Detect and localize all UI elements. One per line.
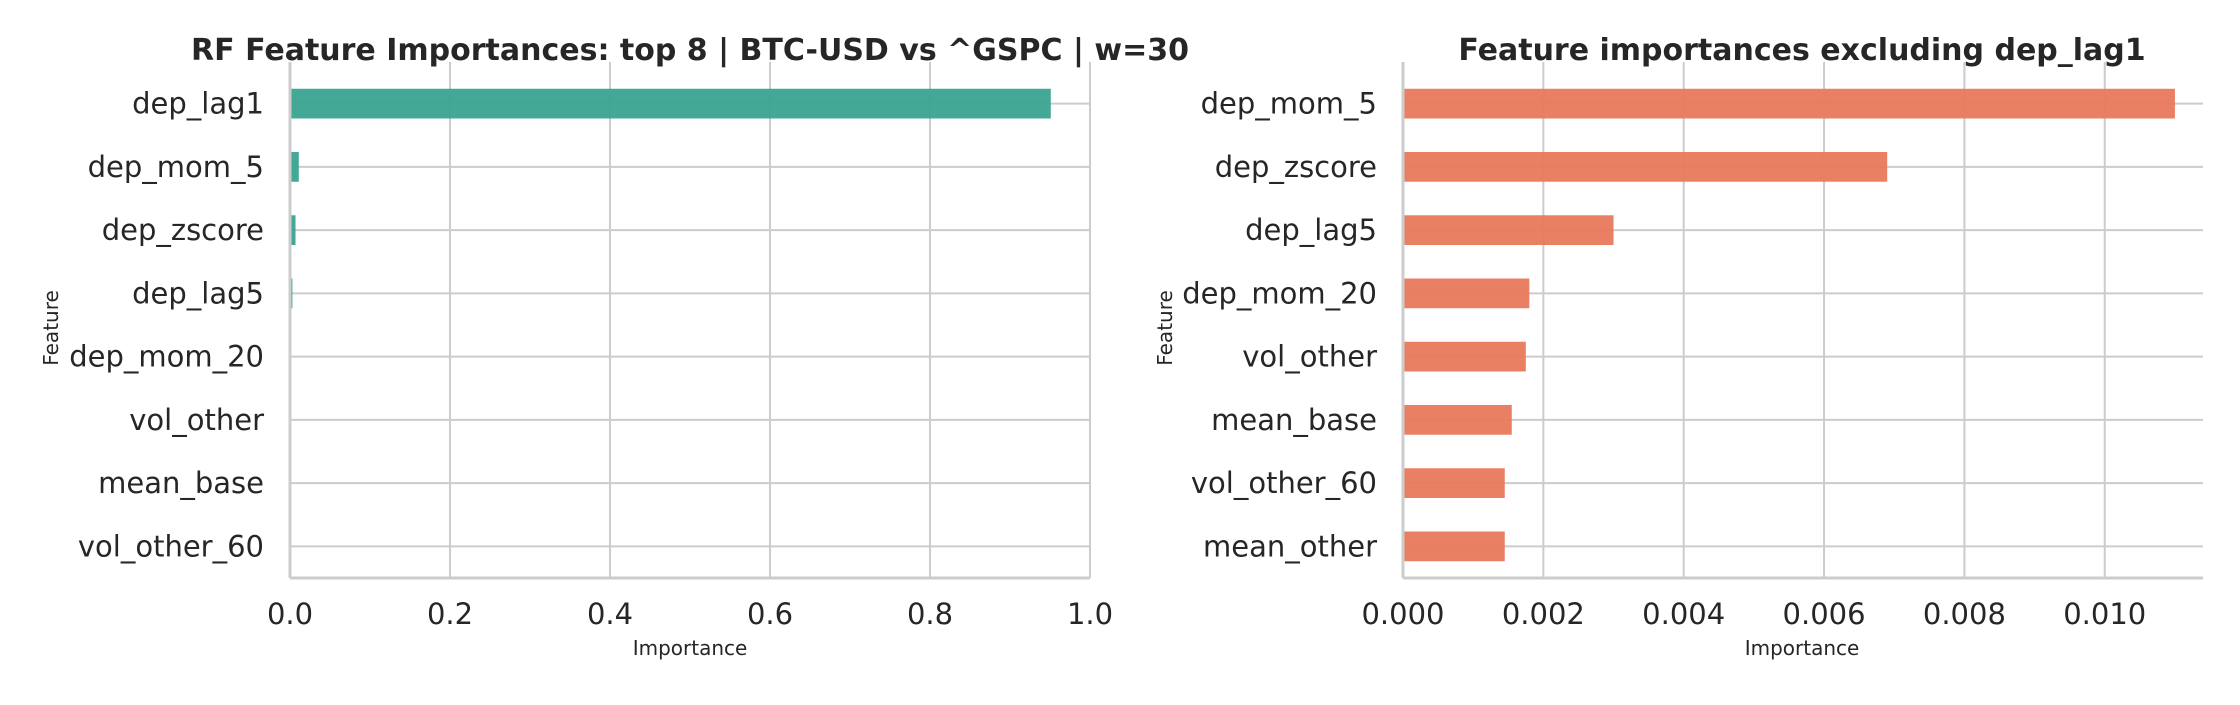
chart-panel-importances-excluding-lag1: Feature importances excluding dep_lag1 I… bbox=[1153, 33, 2203, 660]
y-tick-label: mean_base bbox=[98, 466, 264, 500]
bar bbox=[1403, 88, 2175, 119]
y-tick-label: dep_mom_5 bbox=[1201, 87, 1377, 121]
y-tick-label: vol_other_60 bbox=[1191, 466, 1377, 500]
x-tick-label: 0.6 bbox=[747, 597, 793, 631]
x-tick-label: 0.8 bbox=[907, 597, 953, 631]
x-tick-label: 0.006 bbox=[1783, 597, 1866, 631]
grid-lines bbox=[1402, 62, 2203, 578]
y-tick-label: dep_lag5 bbox=[132, 276, 264, 310]
bar bbox=[1403, 215, 1614, 245]
y-tick-label: dep_zscore bbox=[1215, 150, 1377, 184]
y-axis-label: Feature bbox=[1153, 290, 1177, 366]
y-tick-label: mean_base bbox=[1211, 403, 1377, 437]
x-axis-label: Importance bbox=[1745, 636, 1860, 660]
x-tick-label: 0.2 bbox=[427, 597, 473, 631]
x-tick-label: 0.0 bbox=[267, 597, 313, 631]
y-tick-label: dep_zscore bbox=[102, 213, 264, 247]
x-tick-label: 0.008 bbox=[1923, 597, 2006, 631]
y-tick-label: vol_other bbox=[1242, 340, 1377, 374]
bar bbox=[290, 215, 296, 245]
y-tick-label: mean_other bbox=[1203, 529, 1377, 563]
grid-lines bbox=[289, 62, 1091, 578]
x-axis-label: Importance bbox=[633, 636, 748, 660]
x-tick-label: 1.0 bbox=[1067, 597, 1113, 631]
chart-title: RF Feature Importances: top 8 | BTC-USD … bbox=[191, 33, 1189, 68]
x-tick-label: 0.4 bbox=[587, 597, 633, 631]
y-tick-label: vol_other bbox=[129, 403, 264, 437]
bar bbox=[1403, 405, 1512, 435]
y-tick-label: dep_lag1 bbox=[132, 87, 264, 121]
y-tick-label: dep_lag5 bbox=[1245, 213, 1377, 247]
chart-panel-feature-importances: RF Feature Importances: top 8 | BTC-USD … bbox=[39, 33, 1189, 660]
y-tick-label: dep_mom_5 bbox=[88, 150, 264, 184]
y-tick-label: vol_other_60 bbox=[78, 529, 264, 563]
bar bbox=[1403, 341, 1526, 372]
bar bbox=[1403, 531, 1505, 562]
bar bbox=[1403, 278, 1530, 309]
x-tick-label: 0.000 bbox=[1361, 597, 1444, 631]
x-tick-label: 0.010 bbox=[2063, 597, 2146, 631]
bar bbox=[290, 152, 299, 182]
y-tick-label: dep_mom_20 bbox=[1182, 276, 1377, 310]
chart-title: Feature importances excluding dep_lag1 bbox=[1458, 33, 2145, 68]
y-axis-label: Feature bbox=[39, 290, 63, 366]
bar bbox=[1403, 468, 1505, 498]
y-tick-label: dep_mom_20 bbox=[69, 340, 264, 374]
x-tick-label: 0.004 bbox=[1642, 597, 1725, 631]
x-tick-label: 0.002 bbox=[1502, 597, 1585, 631]
bar bbox=[290, 88, 1051, 119]
bar bbox=[1403, 152, 1888, 182]
